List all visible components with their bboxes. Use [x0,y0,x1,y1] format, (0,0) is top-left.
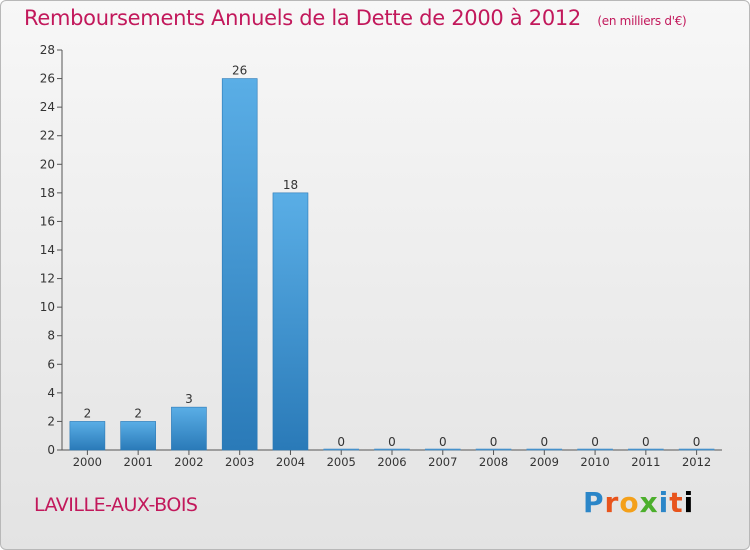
bar-value-label: 0 [591,435,599,449]
y-tick-label: 22 [40,129,55,143]
bar [577,448,613,451]
y-tick-label: 10 [40,300,55,314]
bar [526,448,563,451]
x-tick-label: 2012 [682,455,711,469]
bar [323,448,360,451]
bar-value-label: 0 [439,435,447,449]
logo-letter: i [683,486,695,519]
y-tick-label: 8 [47,329,55,343]
x-tick-label: 2001 [124,455,153,469]
chart-title: Remboursements Annuels de la Dette de 20… [24,6,687,30]
bar [374,448,410,451]
bar-value-label: 0 [337,435,345,449]
bar-value-label: 26 [232,64,247,78]
x-tick-label: 2010 [580,455,609,469]
logo-letter: i [658,486,670,519]
y-tick-label: 0 [47,443,55,457]
y-tick-label: 16 [40,214,55,228]
y-tick-label: 24 [40,100,55,114]
y-tick-label: 6 [47,357,55,371]
bar [120,421,156,451]
y-tick-label: 26 [40,72,55,86]
bar-value-label: 2 [84,406,92,420]
proxiti-logo: Proxiti [583,486,694,519]
x-tick-label: 2008 [479,455,508,469]
bar [272,192,309,451]
logo-letter: t [669,486,684,519]
bar-value-label: 3 [185,392,193,406]
bar-value-label: 2 [134,406,142,420]
bar [221,78,258,451]
x-tick-label: 2000 [73,455,102,469]
x-tick-label: 2009 [530,455,559,469]
x-tick-label: 2006 [377,455,406,469]
logo-letter: x [639,486,659,519]
logo-letter: P [583,486,605,519]
y-tick-label: 14 [40,243,55,257]
bar-value-label: 0 [642,435,650,449]
bar [678,448,715,451]
y-tick-label: 2 [47,414,55,428]
y-tick-label: 18 [40,186,55,200]
y-tick-label: 4 [47,386,55,400]
bar [475,448,512,451]
x-tick-label: 2007 [428,455,457,469]
x-tick-label: 2005 [327,455,356,469]
logo-letter: o [619,486,640,519]
x-tick-label: 2004 [276,455,305,469]
bar [424,448,461,451]
bar-value-label: 0 [693,435,701,449]
labels: 2 2000 2 2001 3 2002 26 2003 18 2004 0 2005 0 2006 0 20… [73,64,712,469]
x-tick-label: 2002 [174,455,203,469]
bar-value-label: 0 [540,435,548,449]
bar [69,421,106,451]
y-tick-label: 12 [40,272,55,286]
bar [628,448,664,451]
x-tick-label: 2003 [225,455,254,469]
bars [69,78,715,451]
x-tick-label: 2011 [631,455,660,469]
city-name: LAVILLE-AUX-BOIS [34,494,198,516]
y-tick-label: 28 [40,43,55,57]
bar-value-label: 0 [388,435,396,449]
bar [171,406,207,451]
bar-value-label: 0 [490,435,498,449]
bar-value-label: 18 [283,178,298,192]
logo-letter: r [604,486,620,519]
y-tick-label: 20 [40,157,55,171]
chart-subtitle: (en milliers d'€) [597,14,687,28]
chart-title-text: Remboursements Annuels de la Dette de 20… [24,6,581,30]
